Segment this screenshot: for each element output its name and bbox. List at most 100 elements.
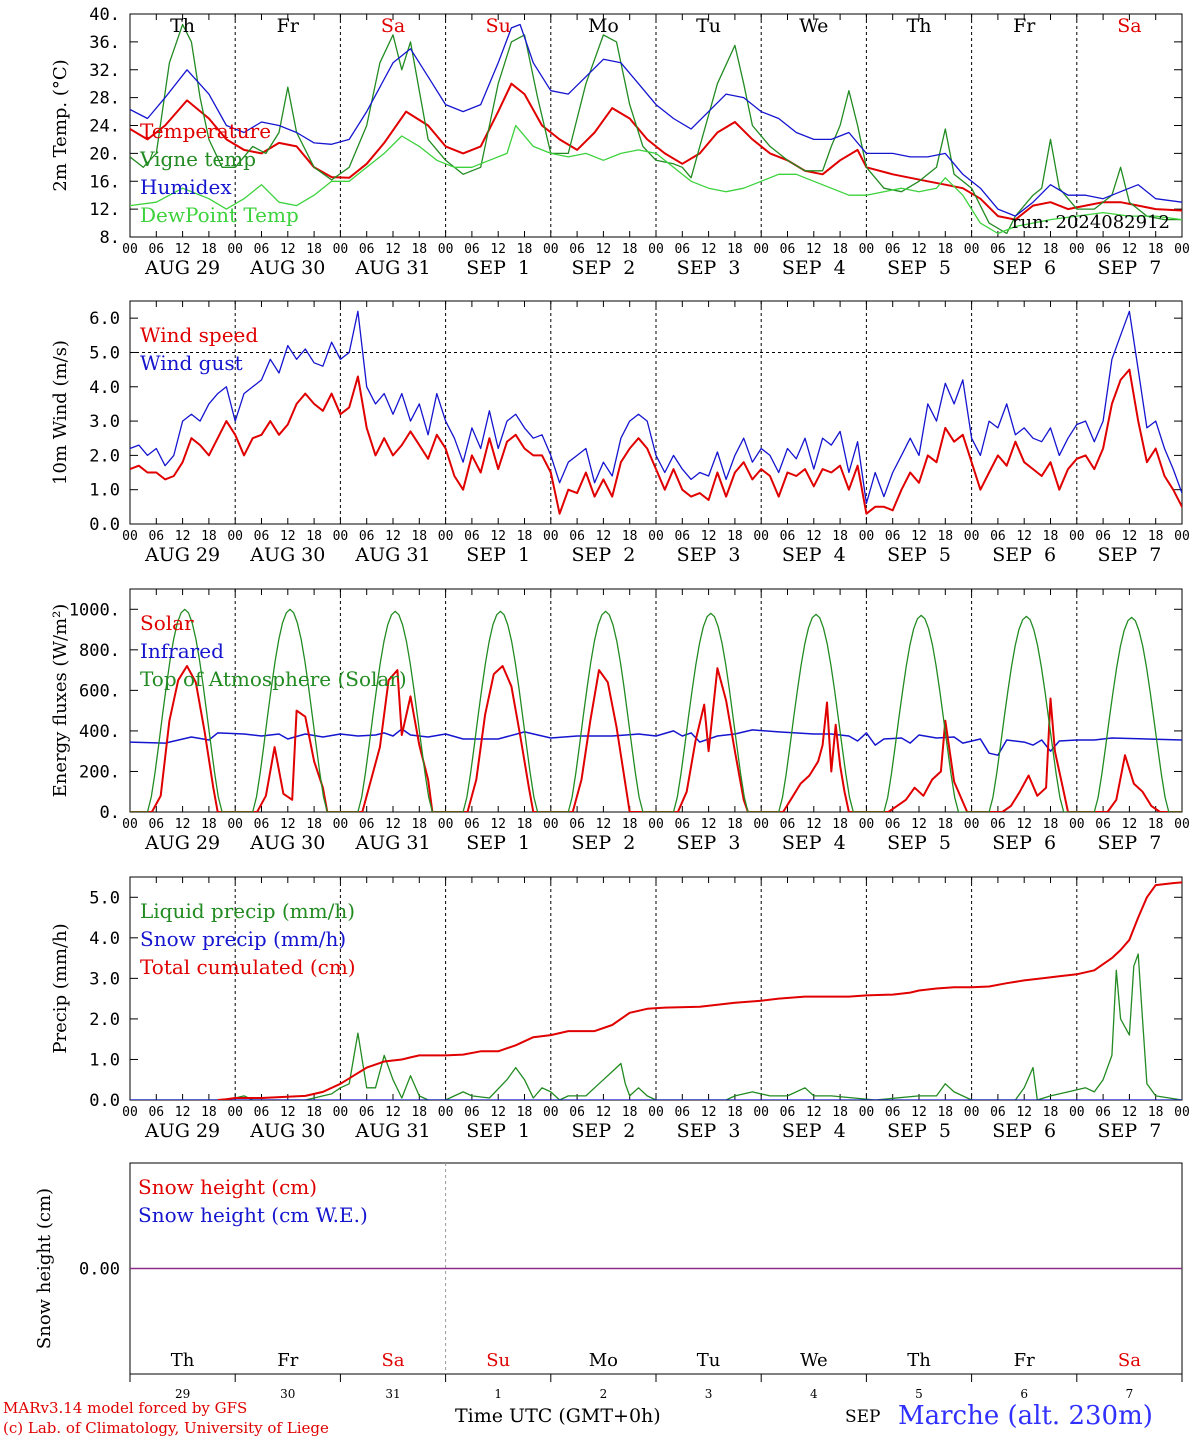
hour-tick-label: 06 xyxy=(990,242,1006,257)
hour-tick-label: 06 xyxy=(780,817,796,832)
hour-tick-label: 00 xyxy=(122,817,138,832)
y-tick-label: 5.0 xyxy=(89,888,120,908)
hour-tick-label: 06 xyxy=(569,242,585,257)
hour-tick-label: 06 xyxy=(464,242,480,257)
y-tick-label: 8. xyxy=(100,228,120,248)
date-label: SEP 3 xyxy=(677,257,741,279)
date-label: SEP 1 xyxy=(466,544,530,566)
date-label: SEP 4 xyxy=(782,1120,846,1142)
hour-tick-label: 12 xyxy=(596,1105,612,1120)
series-liquid-precip-mm-h xyxy=(130,953,1182,1100)
hour-tick-label: 18 xyxy=(1043,529,1059,544)
date-label: SEP 4 xyxy=(782,257,846,279)
series-temperature xyxy=(130,82,1182,221)
hour-tick-label: 18 xyxy=(727,529,743,544)
hour-tick-label: 12 xyxy=(490,529,506,544)
date-label: SEP 6 xyxy=(992,832,1056,854)
date-label: SEP 6 xyxy=(992,544,1056,566)
hour-tick-label: 06 xyxy=(780,1105,796,1120)
hour-tick-label: 12 xyxy=(911,529,927,544)
hour-tick-label: 06 xyxy=(359,1105,375,1120)
hour-tick-label: 00 xyxy=(753,242,769,257)
hour-tick-label: 18 xyxy=(1043,817,1059,832)
hour-tick-label: 06 xyxy=(674,529,690,544)
hour-tick-label: 06 xyxy=(464,817,480,832)
legend-entry: Total cumulated (cm) xyxy=(140,955,356,979)
weekday-label: Fr xyxy=(1013,15,1036,37)
y-tick-label: 12. xyxy=(89,200,120,220)
y-tick-label: 28. xyxy=(89,89,120,109)
hour-tick-label: 06 xyxy=(1095,529,1111,544)
hour-tick-label: 06 xyxy=(885,817,901,832)
hour-tick-label: 00 xyxy=(1069,817,1085,832)
y-tick-label: 800. xyxy=(79,641,120,661)
month-label: SEP xyxy=(845,1407,881,1427)
hour-tick-label: 12 xyxy=(1122,529,1138,544)
series-vigne-temp xyxy=(130,23,1182,235)
date-label: SEP 1 xyxy=(466,832,530,854)
hour-tick-label: 00 xyxy=(859,817,875,832)
weekday-label: Th xyxy=(907,15,932,37)
date-label: SEP 3 xyxy=(677,544,741,566)
hour-tick-label: 18 xyxy=(517,817,533,832)
y-tick-label: 400. xyxy=(79,722,120,742)
hour-tick-label: 00 xyxy=(964,1105,980,1120)
date-label: SEP 5 xyxy=(887,1120,951,1142)
hour-tick-label: 12 xyxy=(806,1105,822,1120)
y-tick-label: 600. xyxy=(79,681,120,701)
hour-tick-label: 00 xyxy=(227,242,243,257)
hour-tick-label: 18 xyxy=(937,529,953,544)
legend-entry: Top of Atmosphere (Solar) xyxy=(140,667,407,691)
weekday-label: Th xyxy=(907,1350,931,1371)
hour-tick-label: 00 xyxy=(1069,529,1085,544)
weekday-label: Fr xyxy=(277,1350,298,1371)
day-number-label: 31 xyxy=(385,1387,400,1401)
hour-tick-label: 00 xyxy=(859,529,875,544)
hour-tick-label: 18 xyxy=(937,1105,953,1120)
y-axis-label: 10m Wind (m/s) xyxy=(50,340,71,485)
weekday-label: Sa xyxy=(381,15,405,37)
hour-tick-label: 18 xyxy=(622,242,638,257)
hour-tick-label: 12 xyxy=(1122,817,1138,832)
hour-tick-label: 06 xyxy=(1095,242,1111,257)
hour-tick-label: 18 xyxy=(411,242,427,257)
weekday-label: Tu xyxy=(696,15,721,37)
hour-tick-label: 12 xyxy=(280,1105,296,1120)
weekday-label: Th xyxy=(171,1350,195,1371)
hour-tick-label: 00 xyxy=(122,1105,138,1120)
y-axis-label: Snow height (cm) xyxy=(34,1188,55,1349)
y-axis-label: Energy fluxes (W/m²) xyxy=(50,604,71,798)
hour-tick-label: 18 xyxy=(832,1105,848,1120)
date-label: AUG 29 xyxy=(144,832,220,854)
date-label: AUG 31 xyxy=(354,1120,430,1142)
hour-tick-label: 18 xyxy=(201,817,217,832)
hour-tick-label: 18 xyxy=(1148,817,1164,832)
series-wind-speed xyxy=(130,368,1182,515)
y-tick-label: 40. xyxy=(89,5,120,25)
legend-entry: Wind speed xyxy=(140,323,258,347)
date-label: SEP 5 xyxy=(887,544,951,566)
hour-tick-label: 00 xyxy=(438,242,454,257)
weekday-label: Su xyxy=(486,1350,510,1371)
date-label: SEP 5 xyxy=(887,832,951,854)
hour-tick-label: 18 xyxy=(411,817,427,832)
day-number-label: 2 xyxy=(600,1387,608,1401)
legend-entry: Snow precip (mm/h) xyxy=(140,927,346,951)
legend-entry: Infrared xyxy=(140,639,224,663)
panel-3 xyxy=(129,588,1183,813)
plot-frame xyxy=(129,588,1183,813)
hour-tick-label: 06 xyxy=(990,817,1006,832)
hour-tick-label: 18 xyxy=(832,529,848,544)
hour-tick-label: 00 xyxy=(227,817,243,832)
hour-tick-label: 06 xyxy=(254,529,270,544)
hour-tick-label: 06 xyxy=(359,529,375,544)
y-tick-label: 6.0 xyxy=(89,309,120,329)
hour-tick-label: 18 xyxy=(517,1105,533,1120)
hour-tick-label: 18 xyxy=(1148,1105,1164,1120)
y-tick-label: 0. xyxy=(100,803,120,823)
day-number-label: 7 xyxy=(1126,1387,1134,1401)
hour-tick-label: 00 xyxy=(438,817,454,832)
hour-tick-label: 06 xyxy=(1095,817,1111,832)
hour-tick-label: 00 xyxy=(753,1105,769,1120)
date-label: SEP 6 xyxy=(992,1120,1056,1142)
